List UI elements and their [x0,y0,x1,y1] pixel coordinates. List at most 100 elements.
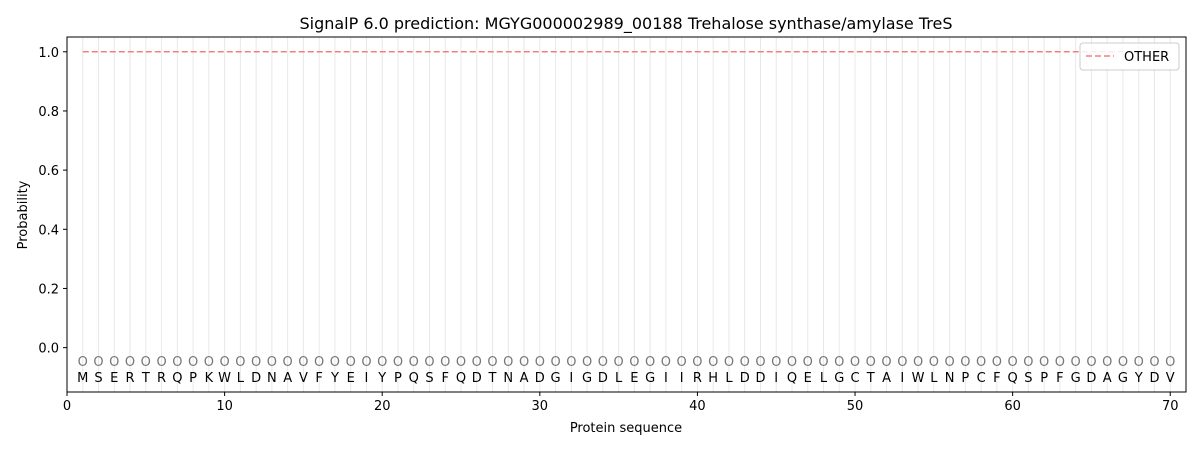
sequence-residue-label: D [1086,371,1096,386]
sequence-residue-label: N [503,371,513,386]
predicted-state-label: O [188,355,198,370]
predicted-state-label: O [740,355,750,370]
sequence-residue-label: V [1166,371,1175,386]
sequence-residue-label: A [283,371,292,386]
predicted-state-label: O [235,355,245,370]
predicted-state-label: O [913,355,923,370]
predicted-state-label: O [566,355,576,370]
predicted-state-label: O [1149,355,1159,370]
sequence-residue-label: L [237,371,245,386]
x-tick-label: 10 [216,399,233,414]
predicted-state-label: O [1134,355,1144,370]
predicted-state-label: O [440,355,450,370]
predicted-state-label: O [724,355,734,370]
predicted-state-label: O [1008,355,1018,370]
x-tick-label: 30 [532,399,549,414]
predicted-state-label: O [1102,355,1112,370]
sequence-residue-label: L [930,371,938,386]
y-tick-label: 0.4 [38,223,59,238]
sequence-residue-label: A [1103,371,1112,386]
predicted-state-label: O [692,355,702,370]
sequence-residue-label: F [315,371,322,386]
predicted-state-label: O [409,355,419,370]
sequence-residue-label: S [425,371,433,386]
sequence-residue-label: G [1118,371,1128,386]
predicted-state-label: O [1165,355,1175,370]
sequence-residue-label: D [535,371,545,386]
predicted-state-label: O [771,355,781,370]
legend: OTHER [1079,42,1180,71]
predicted-state-label: O [645,355,655,370]
sequence-residue-label: D [1149,371,1159,386]
predicted-state-label: O [787,355,797,370]
predicted-state-label: O [1071,355,1081,370]
sequence-residue-label: F [442,371,449,386]
predicted-state-label: O [330,355,340,370]
sequence-residue-label: G [582,371,592,386]
predicted-state-label: O [93,355,103,370]
predicted-state-label: O [661,355,671,370]
sequence-residue-label: V [299,371,308,386]
sequence-residue-label: T [488,371,497,386]
predicted-state-label: O [944,355,954,370]
predicted-state-label: O [960,355,970,370]
predicted-state-label: O [976,355,986,370]
predicted-state-label: O [614,355,624,370]
sequence-residue-label: D [755,371,765,386]
predicted-state-label: O [519,355,529,370]
predicted-state-label: O [535,355,545,370]
predicted-state-label: O [456,355,466,370]
predicted-state-label: O [298,355,308,370]
sequence-residue-label: L [820,371,828,386]
predicted-state-label: O [267,355,277,370]
predicted-state-label: O [219,355,229,370]
x-tick-label: 0 [63,399,71,414]
predicted-state-label: O [708,355,718,370]
x-tick-label: 20 [374,399,391,414]
y-tick-label: 0.6 [38,164,59,179]
predicted-state-label: O [393,355,403,370]
sequence-residue-label: W [912,371,925,386]
x-axis-label: Protein sequence [570,421,682,436]
y-tick-label: 0.2 [38,282,59,297]
sequence-residue-label: N [945,371,955,386]
sequence-residue-label: L [725,371,733,386]
sequence-residue-label: C [850,371,859,386]
predicted-state-label: O [377,355,387,370]
sequence-residue-label: P [961,371,969,386]
x-tick-label: 70 [1162,399,1179,414]
predicted-state-label: O [156,355,166,370]
sequence-residue-label: H [708,371,718,386]
predicted-state-label: O [283,355,293,370]
predicted-state-label: O [992,355,1002,370]
sequence-residue-label: N [267,371,277,386]
sequence-residue-label: Q [787,371,797,386]
sequence-residue-label: C [977,371,986,386]
sequence-residue-label: Q [172,371,182,386]
predicted-state-label: O [803,355,813,370]
sequence-residue-label: D [472,371,482,386]
sequence-residue-label: G [551,371,561,386]
sequence-residue-label: T [141,371,150,386]
predicted-state-label: O [109,355,119,370]
plot-frame [66,36,1187,393]
sequence-residue-label: P [394,371,402,386]
predicted-state-label: O [125,355,135,370]
y-axis-label: Probability [16,180,31,249]
sequence-residue-label: G [834,371,844,386]
sequence-residue-label: P [189,371,197,386]
sequence-residue-label: T [866,371,875,386]
predicted-state-label: O [1118,355,1128,370]
sequence-residue-label: D [251,371,261,386]
predicted-state-label: O [897,355,907,370]
sequence-residue-label: Q [456,371,466,386]
legend-label-other: OTHER [1124,50,1169,65]
sequence-residue-label: I [680,371,684,386]
predicted-state-label: O [866,355,876,370]
sequence-residue-label: L [615,371,623,386]
sequence-residue-label: R [126,371,135,386]
predicted-state-label: O [251,355,261,370]
sequence-residue-label: I [569,371,573,386]
